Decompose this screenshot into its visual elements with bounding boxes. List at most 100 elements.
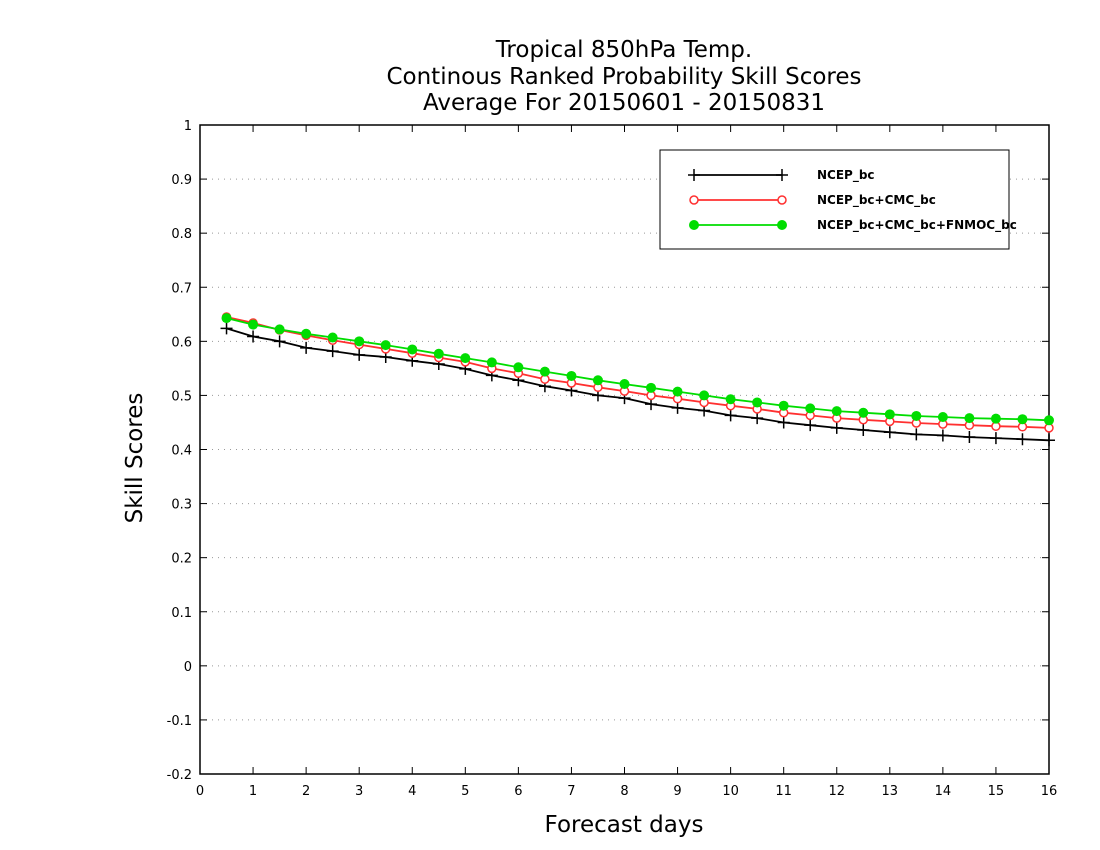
legend-label: NCEP_bc+CMC_bc+FNMOC_bc: [817, 218, 1017, 233]
chart-subtitle: Continous Ranked Probability Skill Score…: [386, 64, 861, 90]
legend-label: NCEP_bc: [817, 168, 875, 183]
x-tick-label: 11: [775, 784, 792, 799]
data-point: [460, 353, 471, 364]
x-tick-label: 1: [249, 784, 257, 799]
data-point: [911, 410, 922, 421]
data-point: [301, 328, 312, 339]
y-tick-label: -0.1: [167, 714, 192, 729]
x-tick-label: 3: [355, 784, 363, 799]
data-point: [486, 357, 497, 368]
data-point: [1016, 433, 1029, 446]
data-point: [689, 220, 699, 230]
legend: NCEP_bc NCEP_bc+CMC_bc NCEP_bc+CMC_bc+FNMO…: [688, 168, 1017, 233]
y-tick-label: 0.5: [171, 389, 192, 404]
data-point: [910, 428, 923, 441]
data-point: [752, 397, 763, 408]
data-point: [688, 169, 700, 181]
x-axis-title: Forecast days: [545, 812, 704, 838]
y-tick-label: 0.1: [171, 606, 192, 621]
x-tick-label: 15: [988, 784, 1005, 799]
data-point: [539, 366, 550, 377]
x-tick-label: 8: [620, 784, 628, 799]
legend-entry: NCEP_bc: [688, 168, 875, 183]
data-point: [831, 406, 842, 417]
data-point: [327, 332, 338, 343]
axis-ticks: -0.2-0.100.10.20.30.40.50.60.70.80.910 1 2…: [167, 119, 1058, 799]
data-point: [353, 348, 366, 361]
data-point: [1044, 415, 1054, 426]
data-point: [883, 426, 896, 439]
chart-period: Average For 20150601 - 20150831: [423, 90, 825, 116]
data-point: [1017, 414, 1028, 425]
data-point: [804, 419, 817, 432]
y-axis-title: Skill Scores: [122, 393, 148, 524]
data-point: [433, 348, 444, 359]
y-tick-label: 0.8: [171, 227, 192, 242]
data-point: [699, 390, 710, 401]
data-point: [963, 431, 976, 444]
data-point: [326, 345, 339, 358]
data-point: [884, 409, 895, 420]
x-tick-label: 6: [514, 784, 522, 799]
data-point: [725, 394, 736, 405]
series-group: [220, 312, 1055, 447]
data-point: [513, 362, 524, 373]
legend-label: NCEP_bc+CMC_bc: [817, 193, 936, 208]
data-point: [646, 382, 657, 393]
chart-title: Tropical 850hPa Temp.: [495, 37, 752, 63]
data-point: [354, 336, 365, 347]
data-point: [671, 401, 684, 414]
data-point: [274, 324, 285, 335]
series-line: [226, 316, 1050, 429]
data-point: [805, 403, 816, 414]
data-point: [989, 432, 1002, 445]
x-tick-label: 4: [408, 784, 416, 799]
data-point: [273, 335, 286, 348]
data-point: [777, 416, 790, 429]
x-tick-label: 2: [302, 784, 310, 799]
y-tick-label: 0.4: [171, 444, 192, 459]
data-point: [858, 407, 869, 418]
data-point: [380, 340, 391, 351]
legend-entry: NCEP_bc+CMC_bc: [689, 193, 936, 208]
data-point: [407, 344, 418, 355]
x-tick-label: 12: [828, 784, 845, 799]
data-point: [566, 370, 577, 381]
data-point: [724, 409, 737, 422]
x-tick-label: 9: [673, 784, 681, 799]
data-point: [936, 429, 949, 442]
x-tick-label: 13: [882, 784, 899, 799]
data-point: [777, 220, 787, 230]
y-tick-label: 0.9: [171, 173, 192, 188]
series-1: [220, 322, 1055, 447]
grid: [200, 178, 1049, 721]
x-tick-label: 16: [1041, 784, 1058, 799]
y-tick-label: 0.7: [171, 281, 192, 296]
x-tick-label: 0: [196, 784, 204, 799]
data-point: [619, 379, 630, 390]
legend-entry: NCEP_bc+CMC_bc+FNMOC_bc: [689, 218, 1017, 233]
data-point: [964, 413, 975, 424]
x-tick-label: 5: [461, 784, 469, 799]
x-tick-label: 7: [567, 784, 575, 799]
data-point: [248, 319, 259, 330]
series-3: [221, 313, 1054, 426]
data-point: [221, 313, 232, 324]
data-point: [300, 341, 313, 354]
data-point: [689, 195, 699, 205]
x-tick-label: 10: [722, 784, 739, 799]
data-point: [776, 169, 788, 181]
y-tick-label: 0.3: [171, 498, 192, 513]
y-tick-label: -0.2: [167, 768, 192, 783]
data-point: [220, 322, 233, 335]
data-point: [592, 375, 603, 386]
data-point: [937, 412, 948, 423]
data-point: [751, 412, 764, 425]
series-2: [221, 312, 1054, 433]
data-point: [777, 195, 787, 205]
data-point: [1043, 434, 1055, 447]
data-point: [990, 413, 1001, 424]
y-tick-label: 0.6: [171, 335, 192, 350]
data-point: [778, 400, 789, 411]
